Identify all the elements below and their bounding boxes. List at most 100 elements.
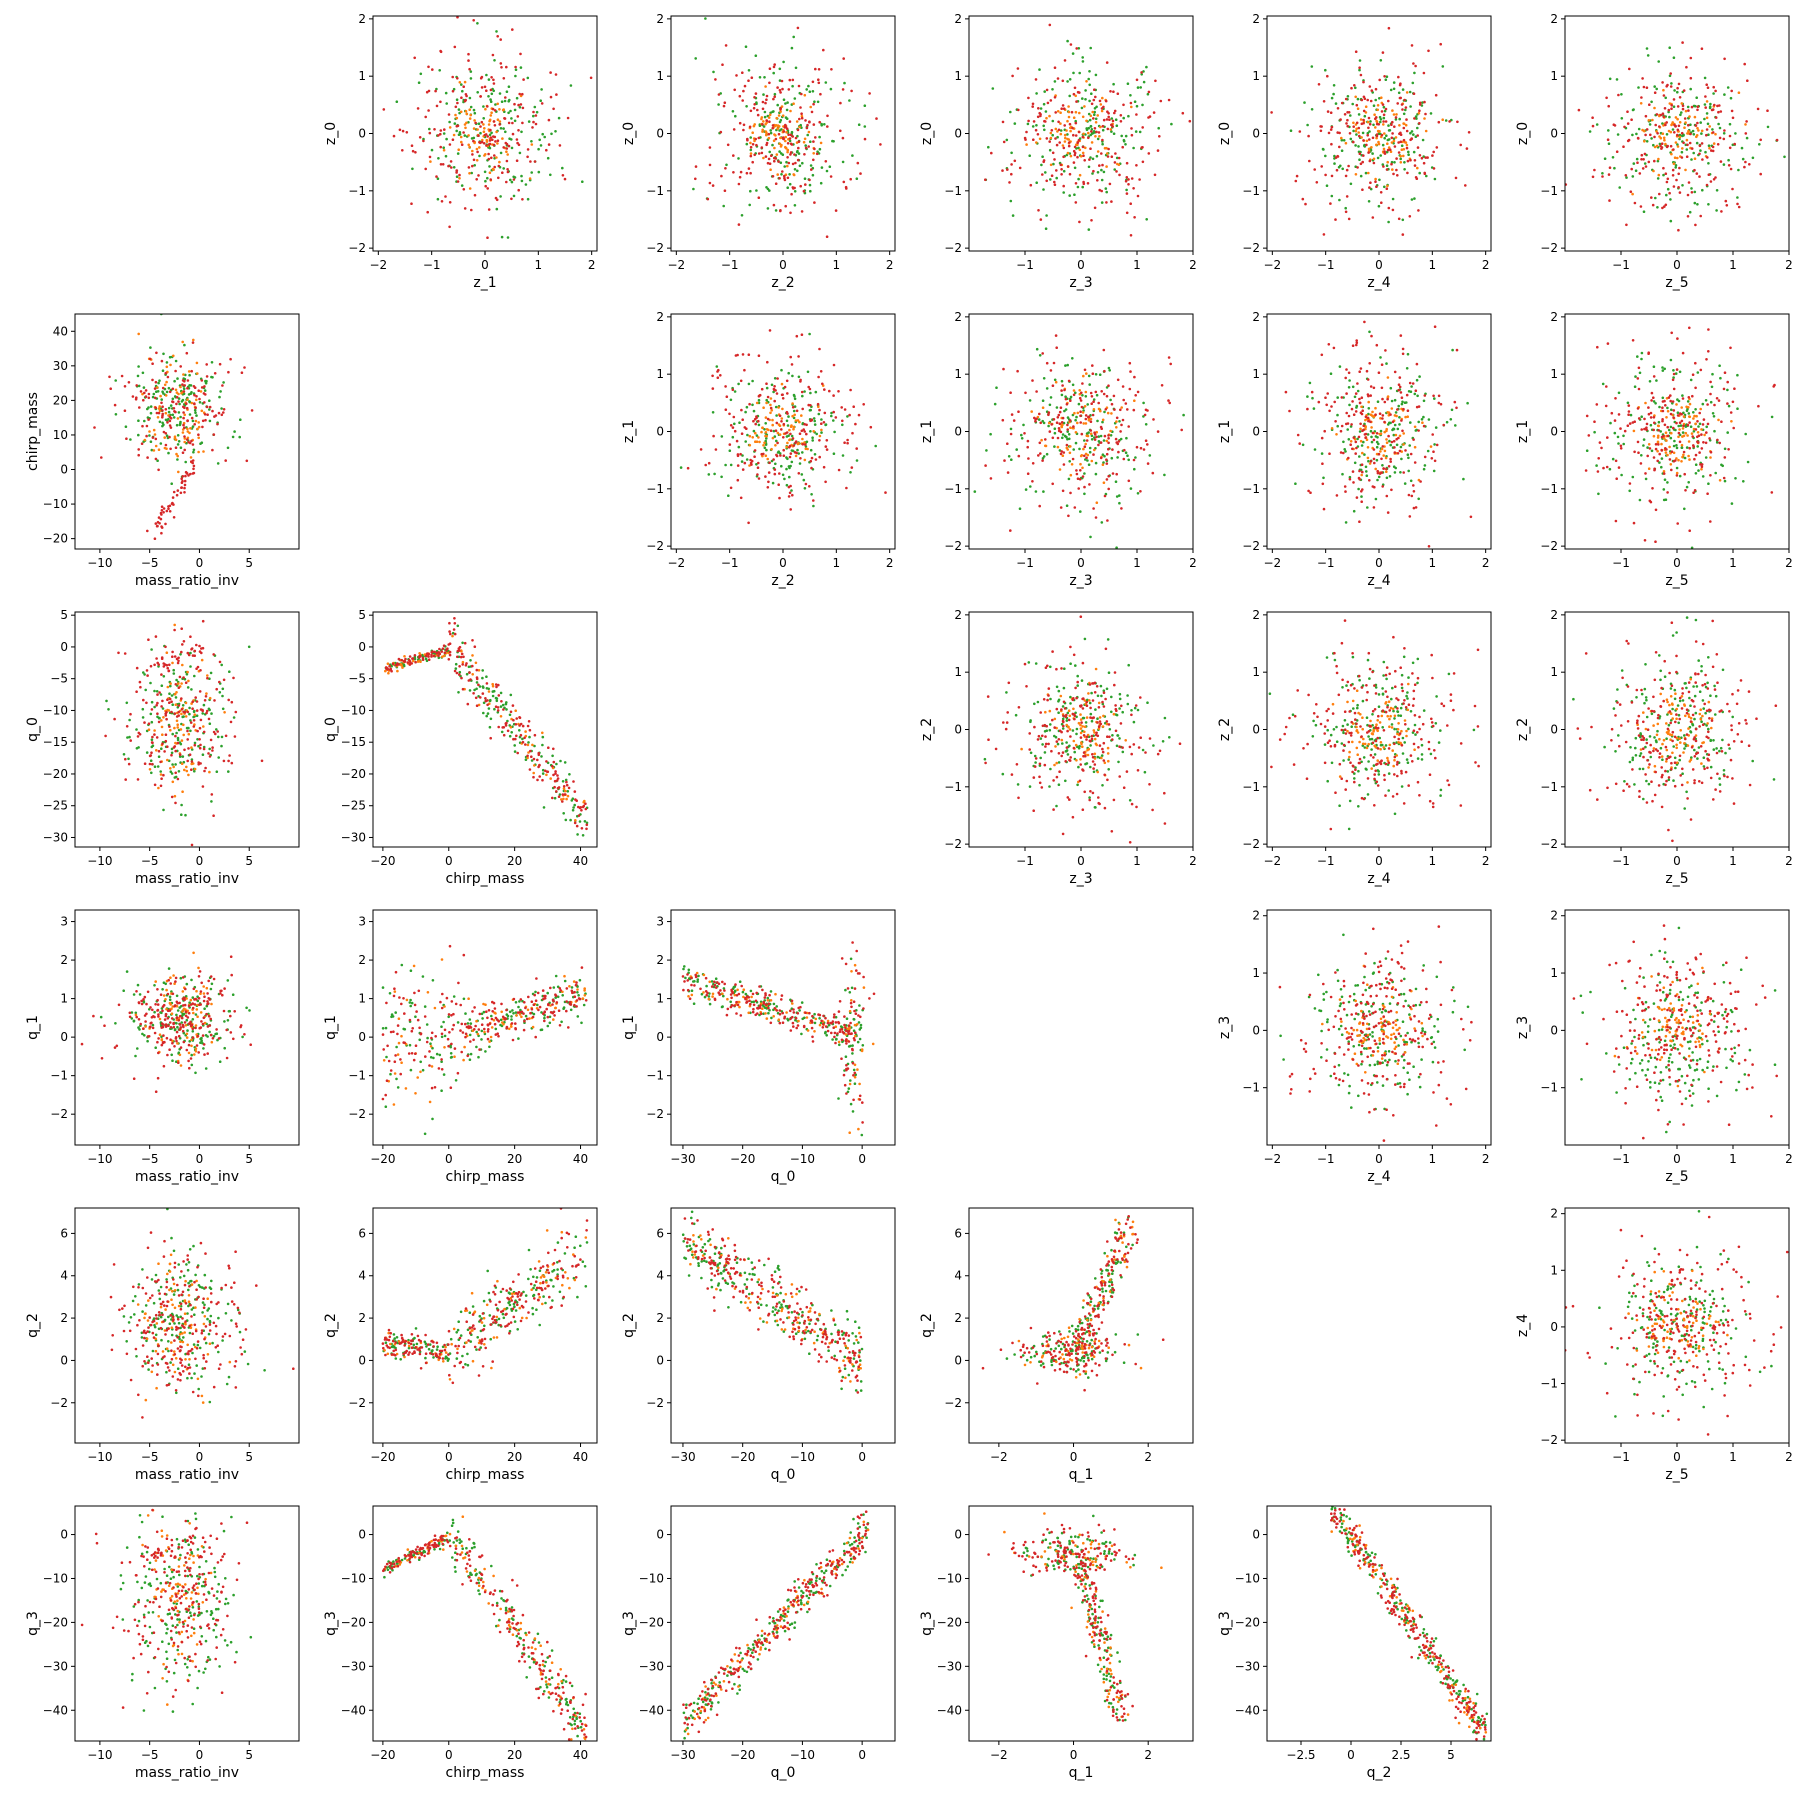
scatter-point [781, 407, 784, 411]
scatter-point [1081, 185, 1084, 189]
scatter-point [513, 119, 517, 123]
scatter-point [413, 56, 417, 60]
scatter-point [167, 406, 171, 410]
scatter-point [1757, 404, 1760, 408]
scatter-point [781, 153, 785, 156]
scatter-point [1064, 397, 1068, 401]
scatter-point [458, 81, 462, 84]
scatter-point [1403, 98, 1406, 102]
scatter-point [473, 111, 477, 115]
scatter-point [770, 383, 774, 387]
scatter-point [1066, 119, 1069, 123]
subplot: −10 −5 0 5−30−25−20−15−10−505mass_ratio_inv… [25, 608, 300, 887]
scatter-point [1677, 399, 1681, 403]
scatter-point [192, 338, 195, 342]
scatter-point [767, 480, 770, 484]
scatter-point [1432, 167, 1436, 170]
scatter-point [852, 405, 855, 409]
scatter-point [1073, 145, 1077, 149]
scatter-point [790, 489, 793, 492]
scatter-point [1309, 491, 1312, 495]
scatter-point [1640, 351, 1644, 355]
scatter-point [1374, 177, 1377, 181]
scatter-point [1598, 441, 1602, 444]
scatter-point [1406, 415, 1409, 419]
scatter-point [1415, 362, 1419, 366]
scatter-point [813, 419, 816, 423]
scatter-point [1626, 424, 1630, 428]
scatter-point [1057, 413, 1061, 417]
scatter-point [193, 769, 196, 773]
scatter-point [198, 397, 201, 401]
scatter-point [771, 175, 775, 178]
scatter-point [1652, 143, 1655, 147]
scatter-point [1182, 413, 1185, 417]
scatter-point [1009, 529, 1012, 532]
scatter-point [1099, 125, 1102, 129]
scatter-point [1041, 399, 1045, 403]
scatter-point [1385, 362, 1388, 365]
y-tick-label: 1 [1550, 69, 1558, 83]
scatter-point [1663, 367, 1666, 371]
scatter-point [1401, 108, 1404, 111]
scatter-point [1705, 183, 1709, 187]
scatter-point [1672, 451, 1676, 455]
scatter-point [155, 524, 159, 528]
scatter-point [1336, 424, 1339, 428]
scatter-point [1692, 491, 1695, 495]
scatter-point [1678, 370, 1682, 374]
scatter-point [1703, 433, 1706, 437]
scatter-point [480, 86, 484, 89]
scatter-point [149, 346, 152, 349]
scatter-point [1146, 92, 1150, 96]
scatter-point [741, 353, 745, 356]
scatter-point [771, 423, 774, 427]
scatter-point [1042, 377, 1046, 380]
scatter-point [1093, 113, 1096, 116]
scatter-point [1349, 114, 1352, 117]
scatter-point [832, 394, 835, 397]
scatter-point [1651, 487, 1654, 490]
scatter-point [822, 465, 826, 469]
scatter-point [1089, 420, 1093, 424]
y-tick-label: 20 [53, 393, 68, 407]
scatter-point [1061, 433, 1065, 436]
scatter-point [437, 157, 440, 160]
scatter-point [1736, 373, 1739, 377]
scatter-point [1685, 148, 1689, 151]
scatter-point [751, 143, 755, 146]
scatter-point [1696, 126, 1699, 130]
scatter-point [1082, 154, 1085, 157]
scatter-point [1620, 117, 1624, 120]
scatter-point [764, 416, 768, 419]
scatter-point [482, 142, 486, 145]
scatter-point [797, 355, 800, 358]
scatter-point [789, 151, 793, 154]
scatter-point [1112, 90, 1115, 93]
scatter-point [1682, 424, 1685, 428]
scatter-point [1073, 153, 1077, 157]
scatter-point [818, 455, 821, 459]
scatter-point [1365, 139, 1369, 143]
scatter-point [1454, 176, 1458, 180]
scatter-point [1144, 423, 1148, 426]
scatter-point [455, 124, 459, 128]
scatter-point [1617, 413, 1621, 416]
scatter-point [531, 126, 534, 129]
scatter-point [464, 126, 467, 130]
scatter-point [175, 396, 179, 399]
scatter-point [796, 134, 799, 138]
scatter-point [1733, 142, 1736, 146]
scatter-point [1123, 448, 1126, 452]
scatter-point [1411, 81, 1415, 85]
scatter-point [763, 115, 767, 119]
scatter-point [1686, 434, 1689, 437]
scatter-point [498, 120, 502, 123]
scatter-point [192, 450, 195, 454]
scatter-point [1670, 82, 1673, 85]
scatter-point [208, 408, 211, 411]
scatter-point [1114, 118, 1118, 121]
scatter-point [1439, 402, 1443, 406]
scatter-point [1670, 408, 1673, 412]
scatter-point [1390, 407, 1394, 410]
